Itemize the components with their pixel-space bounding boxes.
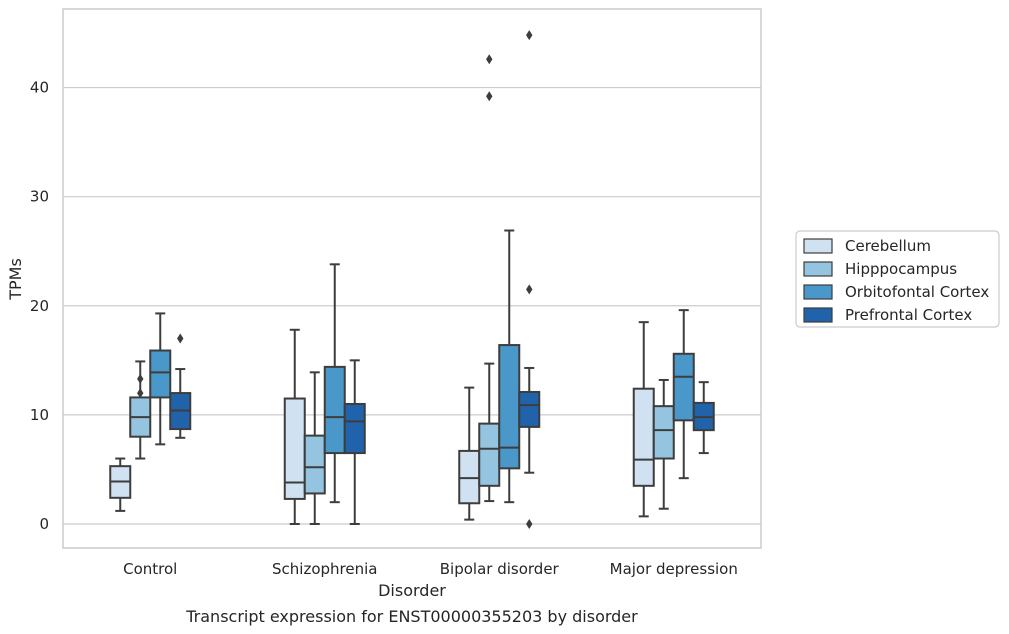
plot-frame [62,8,762,549]
y-tick-label: 30 [30,188,49,206]
box-prefrontal-cortex [169,333,192,439]
box-prefrontal-cortex [692,381,715,455]
box-iqr [498,344,521,470]
box-iqr [672,352,695,422]
outlier-point [486,91,493,102]
y-tick-label: 10 [30,406,49,424]
box-cerebellum [283,328,306,525]
box-cerebellum [458,386,481,521]
x-tick-label: Major depression [610,560,738,578]
legend-entry: Orbitofontal Cortex [845,283,989,301]
axis-ticks: 0 10 20 30 40 Control Schizophrenia Bipolar dis… [30,79,738,578]
box-orbitofontal-cortex [323,263,346,504]
box-hipppocampus [652,378,675,510]
legend-swatch [803,307,833,323]
outlier-point [137,373,144,384]
outlier-point [526,30,533,41]
chart-caption: Transcript expression for ENST0000035520… [185,607,638,626]
box-hipppocampus [303,371,326,525]
legend-entry: Hipppocampus [845,260,957,278]
legend-box [795,230,1000,328]
box-iqr [632,387,655,487]
outlier-point [137,388,144,399]
box-cerebellum [109,457,132,512]
box-hipppocampus [478,54,501,503]
x-tick-label: Schizophrenia [272,560,377,578]
box-orbitofontal-cortex [672,309,695,480]
outlier-point [177,333,184,344]
box-cerebellum [632,321,655,518]
legend-swatch [803,238,833,254]
box-iqr [478,422,501,487]
legend-swatch [803,261,833,277]
x-tick-label: Bipolar disorder [440,560,560,578]
legend: Cerebellum Hipppocampus Orbitofontal Corte… [795,230,1000,328]
box-iqr [149,349,172,399]
y-tick-label: 0 [39,515,49,533]
outlier-point [526,284,533,295]
legend-swatch [803,284,833,300]
box-iqr [652,405,675,460]
box-orbitofontal-cortex [149,312,172,446]
box-iqr [323,365,346,455]
box-prefrontal-cortex [518,30,541,529]
outlier-point [486,54,493,65]
x-axis-label: Disorder [378,581,446,600]
x-tick-label: Control [123,560,177,578]
y-axis-label: TPMs [6,258,25,301]
box-iqr [343,402,366,455]
outlier-point [526,518,533,529]
box-iqr [518,390,541,428]
box-iqr [283,397,306,500]
box-hipppocampus [129,360,152,460]
box-iqr [458,449,481,505]
legend-entry: Prefrontal Cortex [845,306,972,324]
box-iqr [303,434,326,495]
box-plots [109,30,715,529]
legend-entry: Cerebellum [845,237,931,255]
y-tick-label: 40 [30,79,49,97]
box-orbitofontal-cortex [498,229,521,504]
box-prefrontal-cortex [343,359,366,525]
y-tick-label: 20 [30,297,49,315]
